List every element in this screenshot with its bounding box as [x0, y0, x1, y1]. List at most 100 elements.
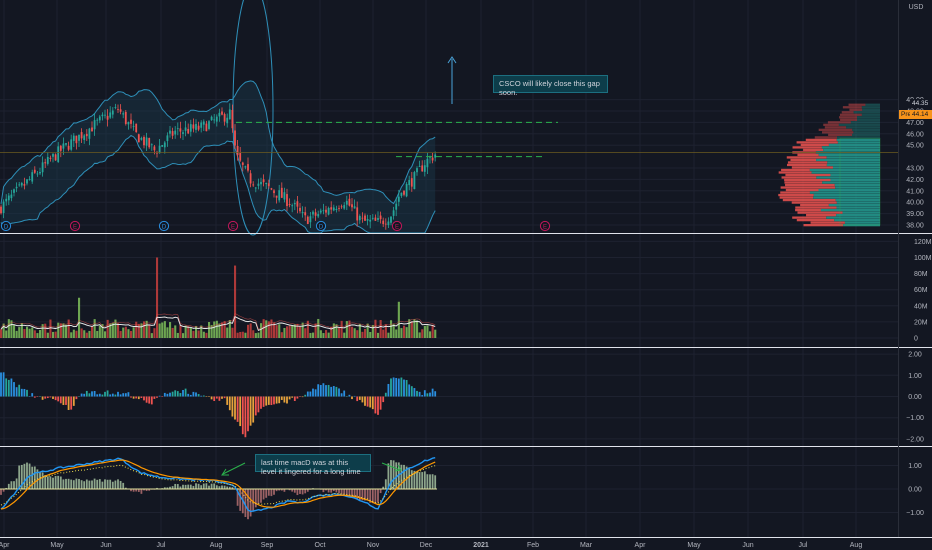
earnings-marker[interactable]: E — [227, 220, 239, 232]
volume-ma2-line — [0, 313, 436, 330]
profile-bar-up — [816, 176, 880, 179]
volume-bar — [49, 319, 52, 338]
volume-tick-label: 20M — [914, 319, 928, 326]
candle-body — [390, 216, 392, 223]
candle-body — [304, 212, 307, 216]
macd-histogram-bar — [395, 462, 398, 489]
macd-histogram-bar — [387, 463, 390, 489]
price-tick-label: 46.00 — [906, 131, 924, 138]
histogram-bar — [72, 396, 75, 406]
volume-bar — [416, 320, 419, 338]
volume-bar — [5, 330, 8, 338]
histogram-bar — [429, 392, 431, 397]
candle-body — [413, 172, 416, 190]
histogram-bar — [418, 391, 421, 397]
candle-body — [83, 135, 86, 140]
volume-bar — [33, 330, 36, 338]
histogram-tick-label: −2.00 — [906, 436, 924, 443]
time-tick-label: Apr — [635, 542, 647, 549]
candle-body — [418, 166, 421, 167]
histogram-bar — [179, 393, 182, 397]
histogram-bar — [130, 396, 132, 398]
profile-bar-up — [853, 111, 880, 114]
candle-body — [26, 179, 28, 184]
volume-bar — [28, 328, 31, 338]
macd-histogram-bar — [171, 486, 174, 489]
dividend-marker[interactable]: D — [0, 220, 12, 232]
histogram-bar — [122, 393, 125, 397]
volume-bar — [187, 326, 190, 338]
macd-histogram-bar — [278, 489, 281, 491]
price-axis[interactable]: USD49.0048.0047.0046.0045.0043.0042.0041… — [906, 4, 932, 517]
volume-bar — [192, 330, 195, 338]
earnings-marker[interactable]: E — [69, 220, 81, 232]
histogram-bar — [384, 392, 387, 397]
volume-bar — [184, 325, 187, 338]
histogram-bar — [293, 396, 296, 401]
histogram-bar — [267, 396, 270, 405]
candle-body — [101, 114, 104, 117]
histogram-bar — [15, 387, 18, 397]
candle-body — [421, 165, 424, 172]
profile-bar-down — [779, 196, 814, 199]
volume-bar — [65, 324, 68, 338]
candle-body — [408, 180, 411, 186]
marker-label: D — [162, 225, 167, 231]
macd-histogram-bar — [283, 489, 286, 492]
candle-body — [260, 181, 262, 185]
earnings-marker[interactable]: E — [391, 220, 403, 232]
candle-body — [67, 145, 70, 150]
histogram-bar — [184, 388, 187, 397]
profile-bar-down — [778, 193, 814, 197]
histogram-bar — [319, 384, 322, 397]
macd-histogram-bar — [431, 474, 434, 489]
dividend-marker[interactable]: D — [158, 220, 170, 232]
macd-histogram-bar — [434, 475, 437, 489]
histogram-bar — [351, 396, 353, 400]
candle-body — [366, 218, 369, 221]
candle-body — [197, 125, 200, 130]
volume-bar — [421, 329, 424, 338]
histogram-bar — [98, 393, 101, 397]
histogram-bar — [117, 391, 119, 397]
candle-body — [345, 200, 348, 205]
macd-histogram-bar — [202, 483, 205, 489]
candle-body — [327, 208, 330, 215]
macd-histogram-bar — [135, 489, 138, 492]
profile-bar-up — [857, 116, 880, 119]
macd-histogram-bar — [262, 489, 265, 500]
histogram-bars — [0, 372, 437, 438]
profile-bar-down — [785, 173, 831, 177]
candle-body — [223, 114, 226, 122]
candle-body — [226, 117, 229, 124]
histogram-tick-label: −1.00 — [906, 415, 924, 422]
profile-bar-down — [818, 128, 853, 131]
pane-dividers[interactable] — [0, 0, 932, 538]
profile-bar-up — [813, 196, 880, 199]
profile-bar-down — [803, 148, 824, 152]
earnings-marker[interactable]: E — [539, 220, 551, 232]
profile-bar-up — [826, 156, 880, 159]
macd-histogram-bar — [52, 477, 54, 489]
dividend-marker[interactable]: D — [315, 220, 327, 232]
time-axis[interactable]: Apr May Jun Jul Aug Sep Oct Nov Dec 2021 Feb Mar Apr… — [0, 542, 862, 549]
volume-bar — [41, 324, 44, 338]
macd-histogram-bar — [65, 478, 67, 489]
histogram-bar — [192, 391, 195, 397]
profile-bar-up — [821, 146, 880, 149]
macd-histogram-bar — [7, 483, 10, 489]
macd-histogram-bar — [288, 489, 291, 491]
histogram-bar — [189, 394, 192, 397]
volume-bar — [72, 329, 75, 338]
candle-body — [150, 144, 153, 146]
profile-bar-down — [828, 133, 853, 137]
candle-body — [132, 125, 135, 127]
histogram-bar — [169, 392, 171, 397]
macd-histogram-bar — [325, 489, 327, 491]
volume-bar — [418, 332, 421, 338]
last-price-tag: 44.35 — [910, 99, 932, 108]
histogram-bar — [260, 396, 262, 409]
histogram-bar — [366, 396, 369, 407]
